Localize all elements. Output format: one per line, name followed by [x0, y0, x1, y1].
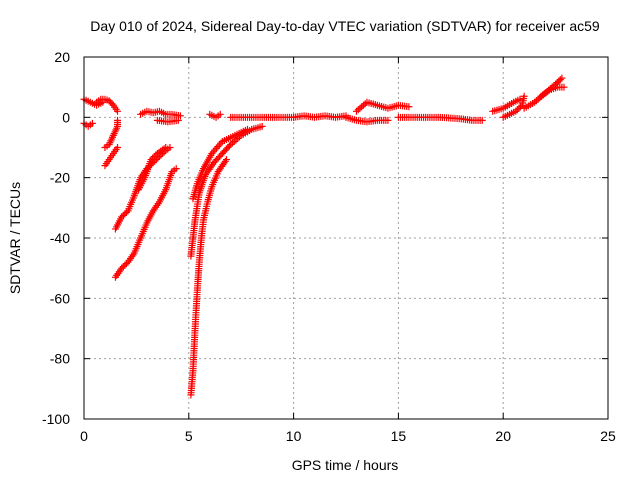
- data-point: [520, 92, 528, 100]
- x-axis-label: GPS time / hours: [292, 457, 399, 473]
- y-axis-ticks: 20 0 -20 -40 -60 -80 -100: [42, 49, 608, 427]
- data-point: [513, 106, 521, 114]
- data-point: [119, 211, 127, 219]
- y-tick-label: -20: [50, 170, 70, 186]
- data-point: [556, 76, 564, 84]
- series-arc-16: [290, 112, 350, 121]
- series-arc-2: [80, 119, 96, 130]
- data-point: [211, 146, 219, 154]
- data-point: [149, 154, 157, 162]
- series-arc-21: [499, 92, 528, 121]
- data-point: [114, 116, 122, 124]
- data-point: [114, 144, 122, 151]
- series-arc-13: [189, 125, 251, 203]
- data-point: [150, 153, 158, 161]
- data-point: [544, 87, 552, 95]
- x-tick-label: 5: [185, 428, 193, 444]
- data-point: [384, 116, 392, 124]
- data-point: [174, 116, 182, 124]
- y-tick-label: 0: [62, 109, 70, 125]
- data-point: [160, 145, 168, 153]
- series-arc-14: [206, 110, 224, 121]
- x-tick-label: 15: [391, 428, 407, 444]
- y-axis-label: SDTVAR / TECUs: [7, 182, 23, 294]
- data-point: [216, 110, 224, 118]
- data-point: [215, 141, 223, 149]
- series-arc-3: [93, 95, 122, 115]
- data-point: [121, 261, 129, 269]
- chart-title: Day 010 of 2024, Sidereal Day-to-day VTE…: [90, 18, 600, 34]
- data-point: [516, 95, 524, 103]
- data-point: [122, 208, 130, 216]
- data-point: [225, 142, 233, 150]
- data-point: [258, 122, 266, 130]
- y-tick-label: -80: [50, 351, 70, 367]
- data-point: [88, 119, 96, 127]
- data-point: [118, 264, 126, 272]
- series-arc-15: [227, 113, 298, 121]
- series-arc-8: [134, 144, 170, 194]
- data-point: [147, 156, 155, 164]
- data-point: [217, 139, 225, 147]
- data-point: [108, 100, 116, 108]
- data-point: [119, 263, 127, 271]
- y-tick-label: -60: [50, 290, 70, 306]
- x-tick-label: 25: [600, 428, 616, 444]
- series-arc-18: [352, 98, 413, 115]
- data-point: [560, 83, 568, 91]
- data-point: [478, 116, 486, 124]
- data-point: [118, 213, 126, 221]
- x-tick-label: 0: [80, 428, 88, 444]
- data-point: [114, 107, 122, 115]
- y-tick-label: -40: [50, 230, 70, 246]
- data-point: [212, 144, 220, 152]
- data-point: [223, 156, 231, 164]
- x-tick-label: 10: [286, 428, 302, 444]
- data-point: [243, 125, 251, 133]
- data-point: [221, 157, 229, 165]
- y-tick-label: 20: [54, 49, 70, 65]
- data-point: [121, 210, 129, 218]
- series-arc-23: [537, 83, 568, 100]
- series-arc-4: [101, 144, 122, 170]
- data-point: [512, 107, 520, 115]
- series-arc-7: [111, 165, 180, 281]
- data-point: [555, 77, 563, 85]
- data-point: [176, 112, 184, 120]
- series-arc-11: [187, 156, 231, 399]
- x-tick-label: 20: [495, 428, 511, 444]
- data-point: [208, 150, 216, 158]
- series-arc-5: [101, 116, 122, 151]
- series-arc-20: [489, 95, 524, 115]
- x-axis-ticks: 0 5 10 15 20 25: [80, 57, 616, 444]
- series-arc-9: [137, 107, 184, 120]
- data-point: [162, 144, 170, 151]
- series-arc-19: [394, 113, 486, 124]
- data-point: [405, 103, 413, 111]
- series-arc-12: [187, 122, 266, 260]
- data-point: [172, 165, 180, 173]
- series-arc-10: [153, 116, 182, 126]
- data-point: [214, 143, 222, 151]
- y-tick-label: -100: [42, 411, 70, 427]
- data-point: [558, 74, 566, 82]
- data-markers: [80, 74, 568, 399]
- data-point: [209, 148, 217, 156]
- series-arc-17: [342, 113, 392, 126]
